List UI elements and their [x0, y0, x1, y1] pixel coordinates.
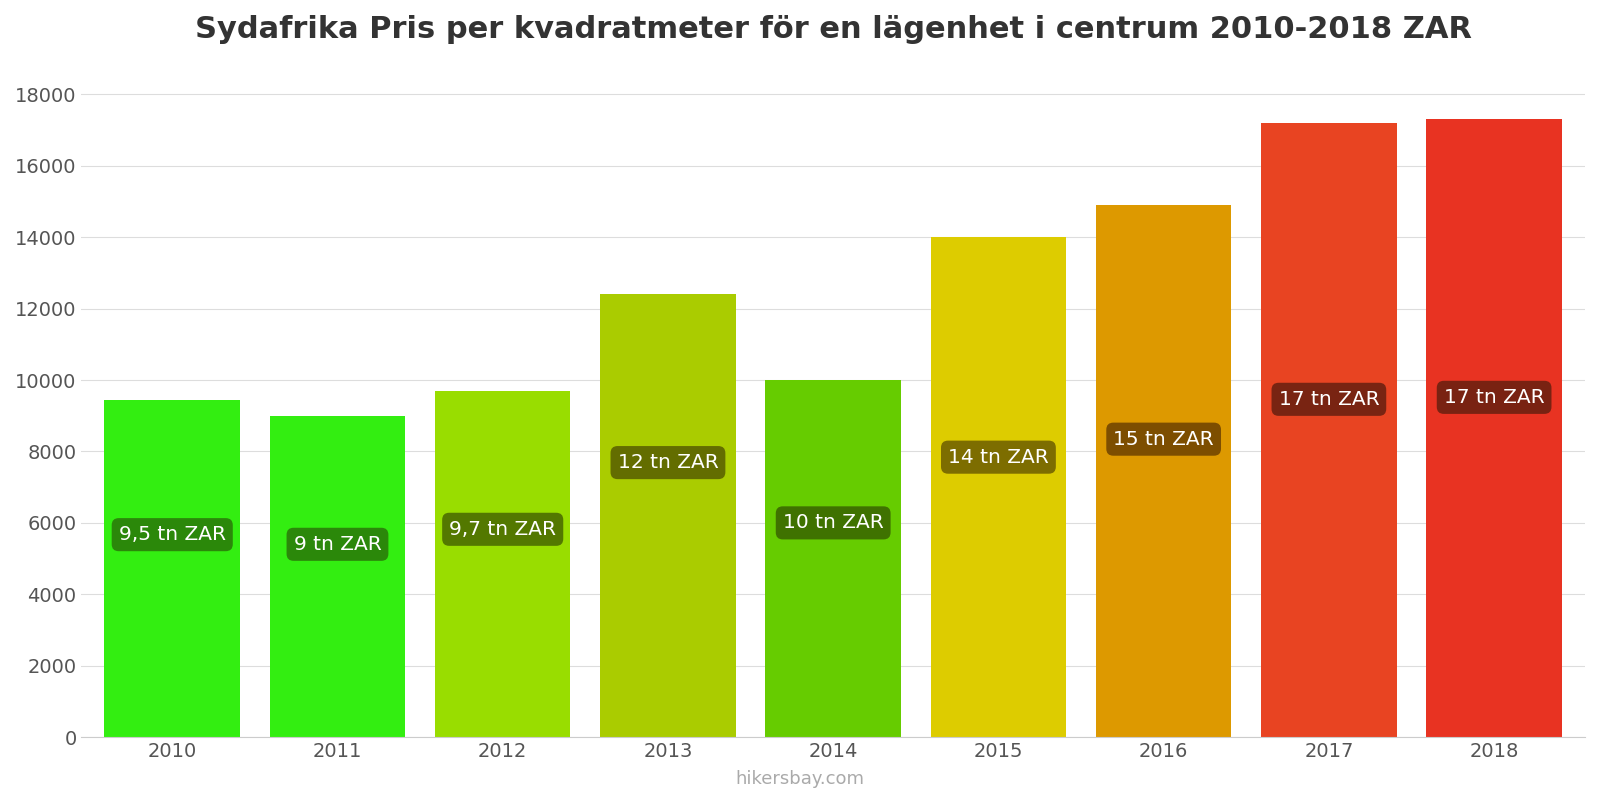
Text: 17 tn ZAR: 17 tn ZAR — [1278, 390, 1379, 409]
Bar — [931, 237, 1066, 737]
Title: Sydafrika Pris per kvadratmeter för en lägenhet i centrum 2010-2018 ZAR: Sydafrika Pris per kvadratmeter för en l… — [195, 15, 1472, 44]
Bar — [1096, 205, 1232, 737]
Text: hikersbay.com: hikersbay.com — [736, 770, 864, 788]
Text: 9 tn ZAR: 9 tn ZAR — [294, 535, 381, 554]
Bar — [765, 380, 901, 737]
Bar — [104, 400, 240, 737]
Text: 17 tn ZAR: 17 tn ZAR — [1443, 388, 1544, 407]
Text: 14 tn ZAR: 14 tn ZAR — [949, 448, 1048, 466]
Text: 10 tn ZAR: 10 tn ZAR — [782, 514, 883, 532]
Bar — [270, 416, 405, 737]
Text: 12 tn ZAR: 12 tn ZAR — [618, 453, 718, 472]
Bar — [1261, 123, 1397, 737]
Bar — [435, 390, 571, 737]
Bar — [1426, 119, 1562, 737]
Text: 9,7 tn ZAR: 9,7 tn ZAR — [450, 520, 557, 539]
Text: 9,5 tn ZAR: 9,5 tn ZAR — [118, 525, 226, 544]
Bar — [600, 294, 736, 737]
Text: 15 tn ZAR: 15 tn ZAR — [1114, 430, 1214, 449]
